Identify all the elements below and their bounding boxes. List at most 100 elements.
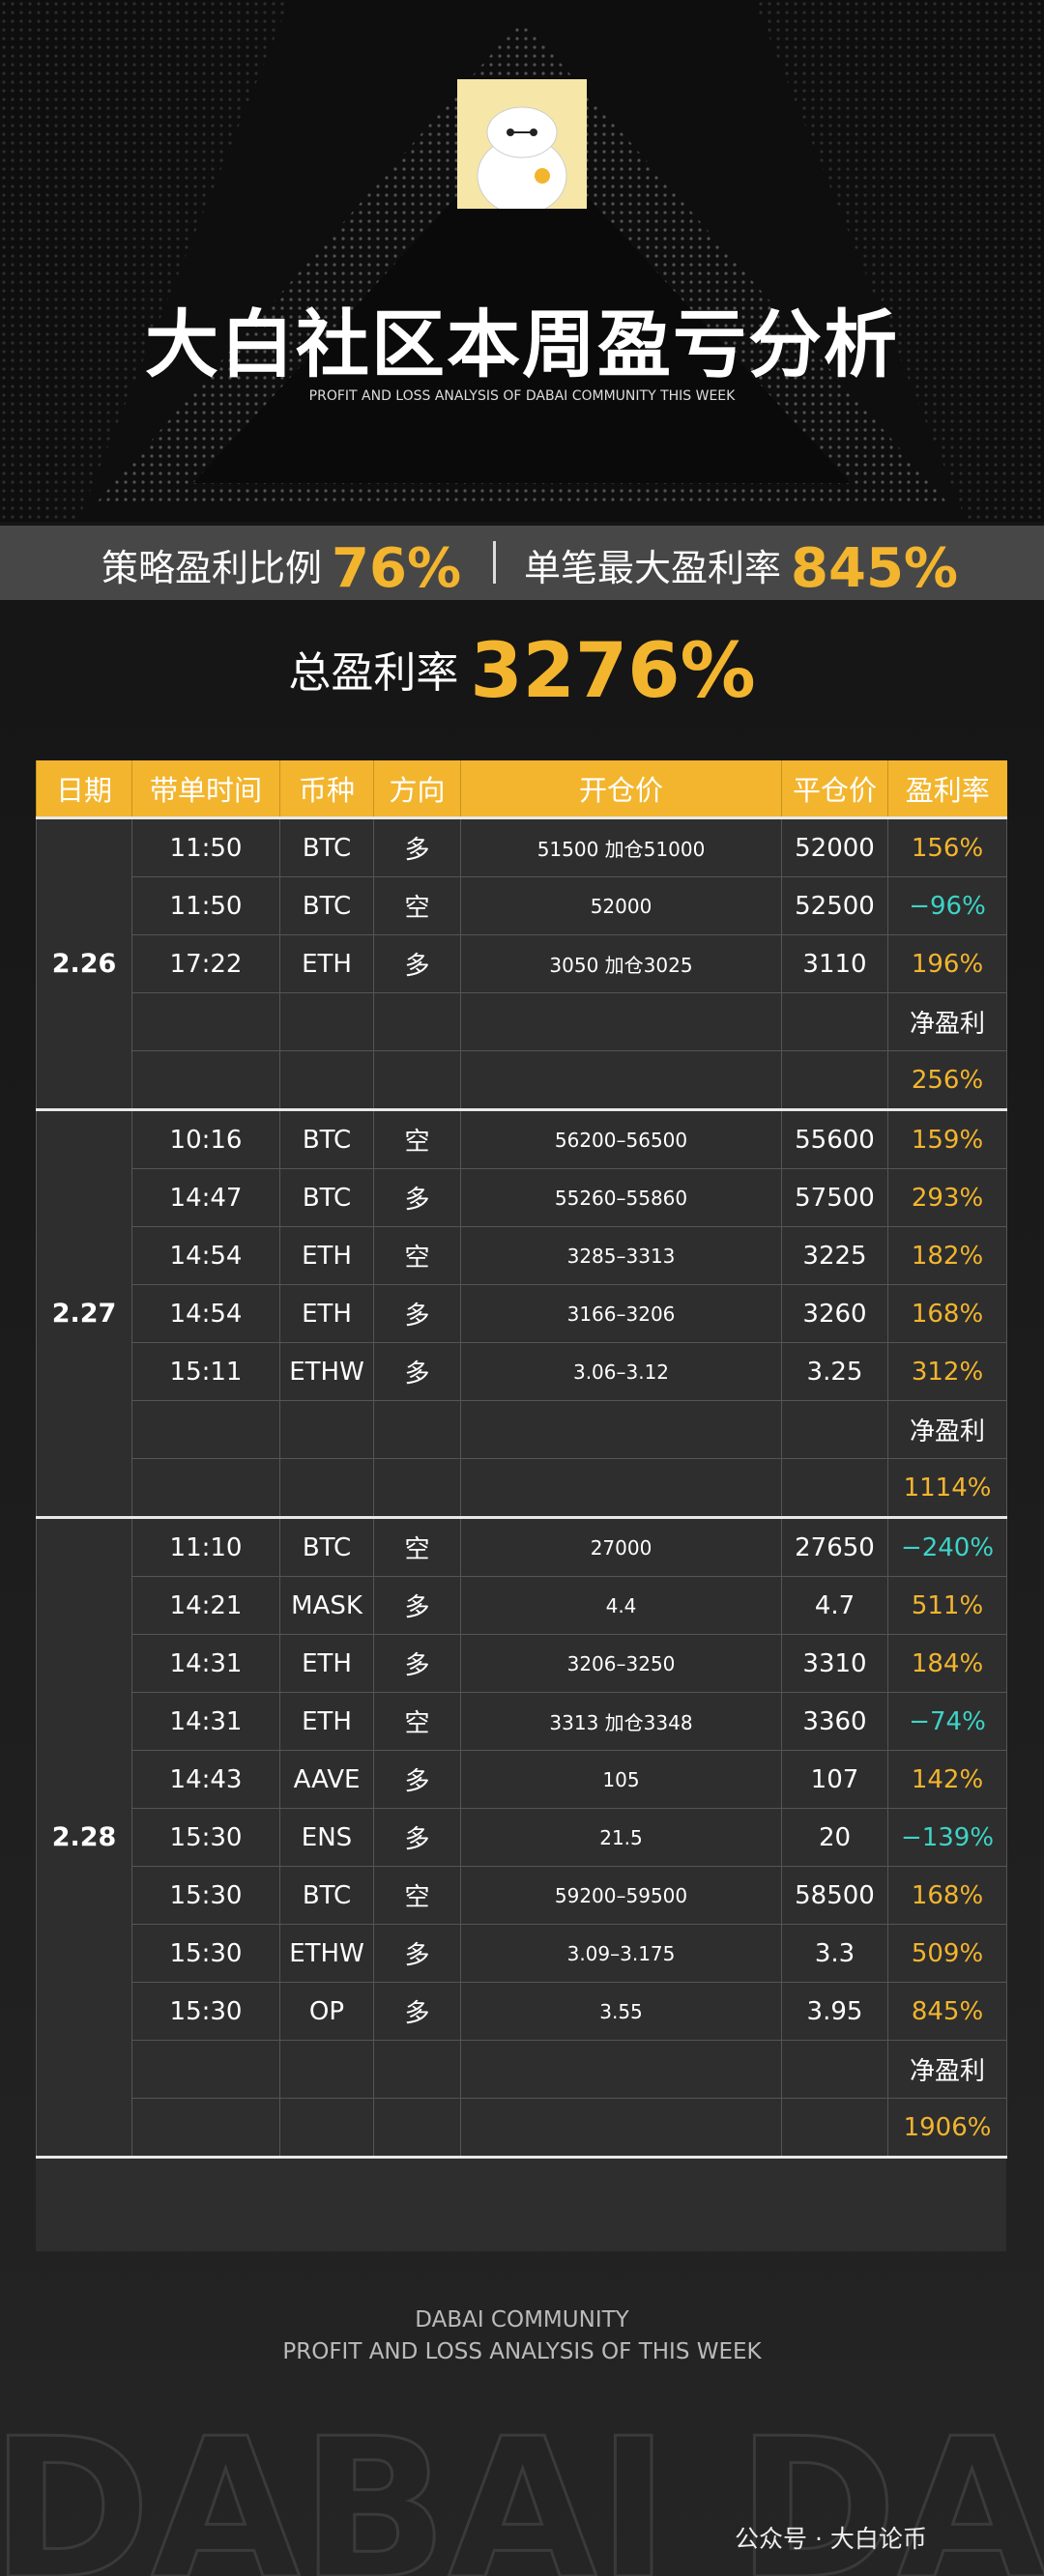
table-panel: 日期 带单时间 币种 方向 开仓价 平仓价 盈利率 2.26 11:50 BTC 多 51500 加… [36, 760, 1007, 2251]
direction-cell: 多 [373, 1924, 461, 1983]
empty-cell [279, 1050, 374, 1110]
time-cell: 11:50 [131, 816, 280, 877]
time-cell: 15:11 [131, 1342, 280, 1401]
direction-cell: 多 [373, 1168, 461, 1227]
empty-cell [781, 1458, 888, 1518]
time-cell: 14:31 [131, 1692, 280, 1751]
column-header: 盈利率 [887, 760, 1007, 818]
net-value: 256% [887, 1050, 1007, 1110]
column-header: 方向 [373, 760, 461, 818]
close-price-cell: 3360 [781, 1692, 888, 1751]
coin-cell: BTC [279, 1516, 374, 1577]
direction-cell: 多 [373, 1284, 461, 1343]
direction-cell: 空 [373, 876, 461, 935]
empty-cell [460, 2098, 782, 2158]
direction-cell: 空 [373, 1108, 461, 1169]
empty-cell [781, 1050, 888, 1110]
rate-cell: 845% [887, 1982, 1007, 2041]
rate-cell: 312% [887, 1342, 1007, 1401]
open-price-cell: 3.55 [460, 1982, 782, 2041]
stat-value: 845% [791, 537, 959, 600]
rate-cell: 511% [887, 1576, 1007, 1635]
separator [493, 541, 496, 584]
empty-cell [373, 2098, 461, 2158]
date-cell: 2.26 [36, 816, 132, 1110]
close-price-cell: 4.7 [781, 1576, 888, 1635]
time-cell: 15:30 [131, 1924, 280, 1983]
stat-label: 总盈利率 [288, 648, 459, 698]
time-cell: 14:47 [131, 1168, 280, 1227]
direction-cell: 空 [373, 1516, 461, 1577]
direction-cell: 多 [373, 1634, 461, 1693]
coin-cell: ENS [279, 1808, 374, 1867]
empty-cell [373, 1400, 461, 1459]
close-price-cell: 27650 [781, 1516, 888, 1577]
empty-cell [131, 2040, 280, 2099]
rate-cell: 182% [887, 1226, 1007, 1285]
close-price-cell: 55600 [781, 1108, 888, 1169]
rate-cell: 168% [887, 1866, 1007, 1925]
table: 日期 带单时间 币种 方向 开仓价 平仓价 盈利率 2.26 11:50 BTC 多 51500 加… [36, 760, 1007, 2216]
rate-cell: 159% [887, 1108, 1007, 1169]
table-row: 15:30 ETHW 多 3.09–3.175 3.3 509% [37, 1924, 1007, 1983]
avatar [457, 79, 587, 209]
net-label: 净盈利 [887, 992, 1007, 1051]
empty-cell [460, 1458, 782, 1518]
rate-cell: −74% [887, 1692, 1007, 1751]
stat-value: 76% [332, 537, 462, 600]
direction-cell: 多 [373, 1982, 461, 2041]
table-end [36, 2156, 1007, 2216]
stat-label: 单笔最大盈利率 [524, 547, 782, 589]
direction-cell: 多 [373, 1808, 461, 1867]
rate-cell: 184% [887, 1634, 1007, 1693]
title: 大白社区本周盈亏分析 [145, 301, 899, 387]
table-row: 14:31 ETH 多 3206–3250 3310 184% [37, 1634, 1007, 1693]
close-price-cell: 57500 [781, 1168, 888, 1227]
empty-cell [373, 1050, 461, 1110]
empty-cell [781, 2040, 888, 2099]
net-label: 净盈利 [887, 1400, 1007, 1459]
empty-cell [131, 1050, 280, 1110]
empty-cell [460, 2040, 782, 2099]
rate-cell: 509% [887, 1924, 1007, 1983]
footer-line: PROFIT AND LOSS ANALYSIS OF THIS WEEK [282, 2339, 762, 2364]
coin-cell: ETH [279, 1692, 374, 1751]
close-price-cell: 3.95 [781, 1982, 888, 2041]
stat-value: 3276% [470, 628, 756, 715]
rate-cell: 196% [887, 934, 1007, 993]
net-row: 净盈利 [37, 2040, 1007, 2099]
time-cell: 14:54 [131, 1284, 280, 1343]
close-price-cell: 3260 [781, 1284, 888, 1343]
column-header: 币种 [279, 760, 374, 818]
coin-cell: ETH [279, 1284, 374, 1343]
open-price-cell: 3206–3250 [460, 1634, 782, 1693]
table-row: 2.26 11:50 BTC 多 51500 加仓51000 52000 156% [36, 816, 1007, 1110]
empty-cell [781, 1400, 888, 1459]
stat-win: 策略盈利比例 76% [102, 537, 461, 600]
coin-cell: OP [279, 1982, 374, 2041]
table-row: 14:47 BTC 多 55260–55860 57500 293% [37, 1168, 1007, 1227]
close-price-cell: 3.25 [781, 1342, 888, 1401]
empty-cell [373, 992, 461, 1051]
direction-cell: 多 [373, 1342, 461, 1401]
net-row: 1114% [37, 1458, 1007, 1518]
direction-cell: 多 [373, 1750, 461, 1809]
direction-cell: 多 [373, 934, 461, 993]
empty-cell [781, 992, 888, 1051]
column-header: 平仓价 [781, 760, 888, 818]
column-header: 日期 [36, 760, 132, 818]
stat-total: 总盈利率 3276% [0, 628, 1044, 715]
time-cell: 15:30 [131, 1808, 280, 1867]
rate-cell: −96% [887, 876, 1007, 935]
open-price-cell: 21.5 [460, 1808, 782, 1867]
close-price-cell: 3310 [781, 1634, 888, 1693]
table-row: 15:30 OP 多 3.55 3.95 845% [37, 1982, 1007, 2041]
table-row: 14:54 ETH 空 3285–3313 3225 182% [37, 1226, 1007, 1285]
coin-cell: ETH [279, 1634, 374, 1693]
column-header: 开仓价 [460, 760, 782, 818]
coin-cell: ETHW [279, 1342, 374, 1401]
time-cell: 15:30 [131, 1982, 280, 2041]
empty-cell [460, 1400, 782, 1459]
table-row: 15:30 ENS 多 21.5 20 −139% [37, 1808, 1007, 1867]
table-row: 15:11 ETHW 多 3.06–3.12 3.25 312% [37, 1342, 1007, 1401]
